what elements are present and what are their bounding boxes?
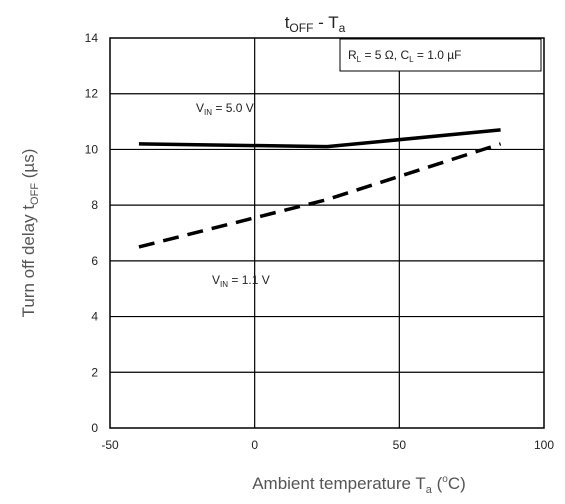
y-tick-label: 12 xyxy=(85,87,99,101)
y-tick-label: 8 xyxy=(91,198,98,212)
series-label-vin-5v: VIN = 5.0 V xyxy=(196,101,254,117)
y-axis-label: Turn off delay tOFF (µs) xyxy=(19,149,41,318)
y-tick-label: 0 xyxy=(91,421,98,435)
y-tick-label: 6 xyxy=(91,254,98,268)
conditions-box-frame xyxy=(339,38,542,72)
x-axis-label: Ambient temperature Ta (oC) xyxy=(252,474,466,496)
series-layer xyxy=(138,128,502,249)
grid xyxy=(110,38,544,428)
plot-frame xyxy=(109,37,545,429)
conditions-box: RL = 5 Ω, CL = 1.0 µF xyxy=(339,38,542,72)
x-tick-label: 100 xyxy=(534,438,554,452)
y-tick-labels: 0 2 4 6 8 10 12 14 xyxy=(85,31,99,435)
x-tick-labels: -50 0 50 100 xyxy=(101,438,554,452)
series-label-vin-1v1: VIN = 1.1 V xyxy=(212,273,270,289)
series-line-0 xyxy=(138,128,501,149)
conditions-text: RL = 5 Ω, CL = 1.0 µF xyxy=(348,48,462,64)
series-line-1 xyxy=(138,142,502,249)
chart-title: tOFF - Ta xyxy=(285,13,346,35)
y-tick-label: 2 xyxy=(91,365,98,379)
y-tick-label: 14 xyxy=(85,31,99,45)
y-tick-label: 4 xyxy=(91,310,98,324)
x-tick-label: -50 xyxy=(101,438,119,452)
x-tick-label: 50 xyxy=(393,438,407,452)
x-tick-label: 0 xyxy=(251,438,258,452)
y-tick-label: 10 xyxy=(85,142,99,156)
